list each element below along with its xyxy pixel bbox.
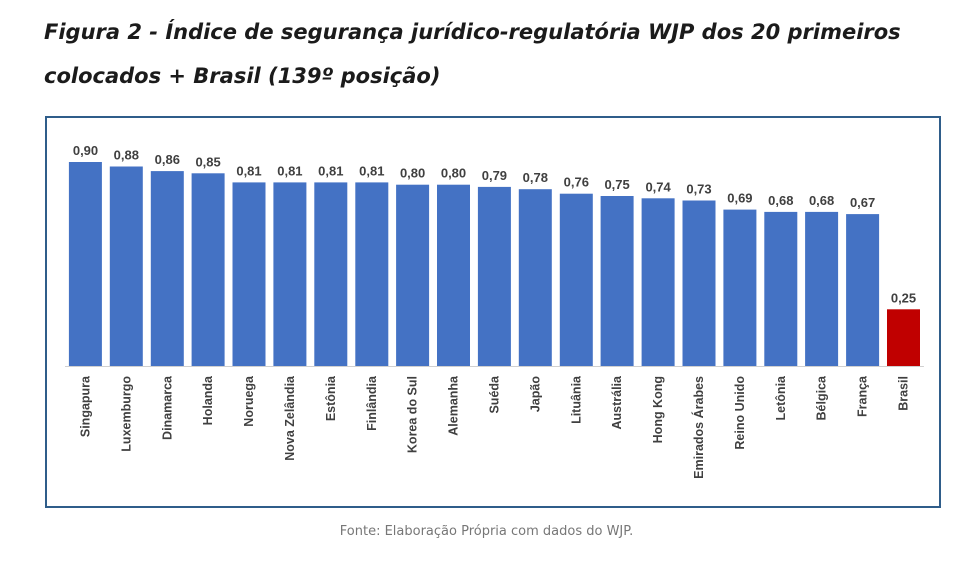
bar-3 bbox=[191, 173, 225, 366]
bar-value-label-12: 0,76 bbox=[564, 175, 589, 190]
bar-12 bbox=[559, 193, 593, 366]
category-label-19: França bbox=[856, 375, 870, 417]
bar-chart: 0,90 Singapura 0,88 Luxemburgo 0,86 Dinamarca… bbox=[65, 143, 924, 479]
bar-value-label-8: 0,80 bbox=[400, 166, 425, 181]
category-label-14: Hong Kong bbox=[651, 376, 665, 443]
bar-8 bbox=[396, 184, 430, 366]
bar-value-label-17: 0,68 bbox=[768, 193, 793, 208]
category-label-4: Noruega bbox=[242, 375, 256, 427]
bar-19 bbox=[846, 214, 880, 366]
bar-value-label-14: 0,74 bbox=[645, 179, 671, 194]
category-label-18: Bélgica bbox=[815, 375, 829, 421]
category-label-10: Suéda bbox=[487, 375, 501, 414]
bar-0 bbox=[68, 162, 102, 366]
category-label-20: Brasil bbox=[897, 376, 911, 411]
bar-4 bbox=[232, 182, 266, 366]
bar-6 bbox=[314, 182, 348, 366]
chart-frame: 0,90 Singapura 0,88 Luxemburgo 0,86 Dinamarca… bbox=[45, 116, 941, 508]
bar-value-label-11: 0,78 bbox=[523, 170, 548, 185]
bar-16 bbox=[723, 209, 757, 366]
bar-5 bbox=[273, 182, 307, 366]
bar-value-label-19: 0,67 bbox=[850, 195, 875, 210]
bar-9 bbox=[437, 184, 470, 366]
bar-value-label-0: 0,90 bbox=[73, 143, 98, 158]
bar-value-label-20: 0,25 bbox=[891, 290, 916, 305]
category-label-16: Reino Unido bbox=[733, 376, 747, 450]
bar-15 bbox=[682, 200, 716, 366]
bar-value-label-7: 0,81 bbox=[359, 163, 384, 178]
bar-value-label-2: 0,86 bbox=[155, 152, 180, 167]
category-label-11: Japão bbox=[528, 376, 542, 412]
category-label-2: Dinamarca bbox=[160, 375, 174, 440]
bar-value-label-10: 0,79 bbox=[482, 168, 507, 183]
bar-value-label-6: 0,81 bbox=[318, 163, 343, 178]
category-label-6: Estônia bbox=[324, 375, 338, 421]
bar-value-label-1: 0,88 bbox=[114, 148, 139, 163]
bar-17 bbox=[764, 211, 798, 366]
bar-2 bbox=[150, 171, 184, 366]
bar-value-label-15: 0,73 bbox=[686, 182, 711, 197]
bar-20 bbox=[887, 309, 920, 366]
category-label-1: Luxemburgo bbox=[119, 376, 133, 452]
category-label-0: Singapura bbox=[79, 375, 93, 437]
bar-11 bbox=[518, 189, 552, 366]
bar-14 bbox=[641, 198, 675, 366]
bar-value-label-16: 0,69 bbox=[727, 191, 752, 206]
bar-value-label-3: 0,85 bbox=[195, 154, 220, 169]
category-label-13: Austrália bbox=[610, 375, 624, 430]
category-label-9: Alemanha bbox=[447, 375, 461, 436]
bar-value-label-13: 0,75 bbox=[604, 177, 629, 192]
bar-18 bbox=[805, 211, 839, 366]
figure-source: Fonte: Elaboração Própria com dados do W… bbox=[339, 524, 634, 539]
bar-13 bbox=[600, 196, 634, 366]
bar-10 bbox=[477, 186, 511, 366]
category-label-15: Emirados Árabes bbox=[691, 376, 706, 479]
category-label-12: Lituânia bbox=[569, 375, 583, 424]
category-label-7: Finlândia bbox=[365, 375, 379, 431]
category-label-5: Nova Zelândia bbox=[283, 375, 297, 461]
bar-value-label-4: 0,81 bbox=[236, 163, 261, 178]
bar-value-label-9: 0,80 bbox=[441, 166, 466, 181]
category-label-8: Korea do Sul bbox=[406, 376, 420, 453]
bar-1 bbox=[109, 166, 143, 366]
category-label-17: Letônia bbox=[774, 375, 788, 420]
bar-value-label-5: 0,81 bbox=[277, 163, 302, 178]
category-label-3: Holanda bbox=[201, 375, 215, 425]
bar-value-label-18: 0,68 bbox=[809, 193, 834, 208]
figure-title: Figura 2 - Índice de segurança jurídico-… bbox=[44, 20, 901, 88]
bar-7 bbox=[355, 182, 389, 366]
